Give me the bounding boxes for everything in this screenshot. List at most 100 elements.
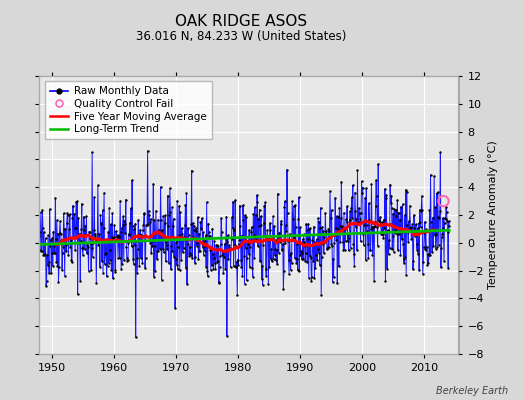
Point — [127, 205, 135, 212]
Point — [39, 225, 47, 231]
Point — [318, 254, 326, 261]
Point — [328, 207, 336, 213]
Point — [188, 167, 196, 174]
Point — [256, 258, 264, 265]
Point — [70, 225, 79, 231]
Point — [220, 248, 228, 255]
Point — [42, 278, 51, 285]
Point — [255, 206, 264, 213]
Point — [225, 242, 233, 248]
Point — [352, 224, 360, 230]
Point — [155, 230, 163, 237]
Point — [376, 214, 385, 220]
Point — [244, 240, 253, 246]
Point — [340, 209, 348, 216]
Point — [177, 257, 185, 264]
Point — [261, 199, 269, 206]
Point — [279, 240, 287, 247]
Point — [106, 246, 114, 253]
Point — [204, 229, 213, 235]
Point — [217, 229, 226, 235]
Point — [291, 202, 300, 209]
Point — [125, 232, 134, 238]
Point — [420, 244, 428, 250]
Point — [170, 234, 179, 241]
Point — [381, 278, 390, 284]
Point — [357, 210, 365, 216]
Point — [181, 202, 190, 208]
Point — [328, 242, 336, 249]
Point — [303, 259, 311, 266]
Point — [242, 214, 250, 221]
Point — [131, 221, 139, 227]
Point — [44, 232, 52, 238]
Point — [232, 264, 241, 270]
Point — [266, 226, 275, 233]
Point — [432, 230, 440, 237]
Point — [105, 256, 114, 263]
Point — [157, 276, 166, 283]
Point — [39, 252, 48, 258]
Point — [405, 228, 413, 234]
Point — [309, 232, 317, 238]
Point — [248, 273, 257, 280]
Point — [64, 240, 73, 246]
Point — [194, 214, 202, 220]
Point — [208, 226, 216, 232]
Point — [231, 197, 239, 203]
Point — [111, 269, 119, 275]
Point — [92, 279, 101, 286]
Point — [101, 251, 110, 258]
Point — [63, 212, 72, 219]
Point — [377, 231, 386, 238]
Point — [260, 202, 268, 209]
Point — [295, 268, 303, 274]
Point — [291, 255, 299, 262]
Point — [342, 219, 351, 226]
Point — [425, 252, 433, 258]
Point — [111, 267, 119, 273]
Point — [235, 237, 244, 243]
Point — [357, 178, 366, 185]
Point — [386, 181, 394, 188]
Point — [313, 246, 322, 252]
Point — [211, 260, 219, 266]
Point — [103, 273, 111, 280]
Point — [124, 240, 133, 246]
Point — [266, 220, 274, 226]
Point — [351, 189, 359, 196]
Point — [443, 229, 452, 236]
Point — [230, 263, 238, 270]
Point — [373, 193, 381, 199]
Point — [339, 223, 347, 230]
Point — [332, 224, 340, 231]
Point — [156, 184, 165, 190]
Point — [275, 250, 283, 256]
Point — [346, 245, 355, 252]
Point — [62, 220, 71, 226]
Point — [367, 226, 375, 232]
Point — [95, 238, 104, 244]
Point — [290, 234, 299, 240]
Point — [143, 222, 151, 228]
Point — [227, 246, 235, 252]
Point — [301, 258, 309, 264]
Point — [190, 227, 199, 233]
Point — [191, 254, 200, 260]
Point — [350, 251, 358, 257]
Point — [389, 210, 397, 217]
Point — [274, 190, 282, 197]
Point — [62, 248, 70, 254]
Point — [316, 205, 325, 211]
Point — [413, 246, 421, 253]
Point — [158, 227, 166, 234]
Point — [173, 266, 182, 272]
Point — [245, 251, 253, 257]
Point — [299, 231, 308, 238]
Point — [139, 226, 147, 233]
Point — [375, 217, 383, 223]
Point — [361, 195, 369, 201]
Point — [48, 235, 57, 241]
Point — [231, 242, 239, 248]
Point — [358, 190, 366, 196]
